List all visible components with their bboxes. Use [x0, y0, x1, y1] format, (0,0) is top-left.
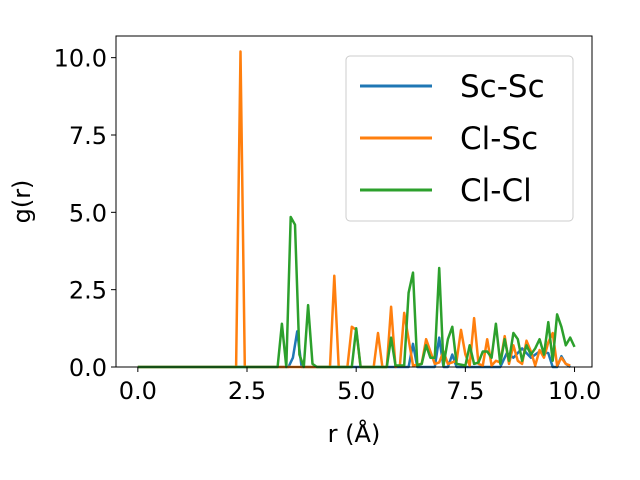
- x-axis-ticks: 0.0 2.5 5.0 7.5 10.0: [119, 367, 601, 405]
- x-tick-label: 2.5: [228, 377, 266, 405]
- legend-label-sc-sc: Sc-Sc: [460, 69, 545, 105]
- x-tick-label: 0.0: [119, 377, 157, 405]
- legend-box: [345, 55, 574, 222]
- y-axis-label: g(r): [8, 180, 36, 224]
- x-axis-label: r (Å): [328, 419, 381, 448]
- y-tick-label: 2.5: [69, 277, 107, 305]
- y-tick-label: 10.0: [54, 45, 107, 73]
- plot-frame: [115, 35, 593, 368]
- x-tick-label: 10.0: [548, 377, 601, 405]
- y-tick-label: 7.5: [69, 122, 107, 150]
- legend-label-cl-cl: Cl-Cl: [460, 173, 532, 209]
- x-tick-label: 7.5: [446, 377, 484, 405]
- legend-label-cl-sc: Cl-Sc: [460, 121, 538, 157]
- y-tick-label: 5.0: [69, 199, 107, 227]
- x-tick-label: 5.0: [337, 377, 375, 405]
- y-tick-label: 0.0: [69, 354, 107, 382]
- y-axis-ticks: 0.0 2.5 5.0 7.5 10.0: [54, 45, 116, 382]
- legend: Sc-Sc Cl-Sc Cl-Cl: [345, 55, 574, 222]
- series-line-cl-cl: [137, 215, 576, 369]
